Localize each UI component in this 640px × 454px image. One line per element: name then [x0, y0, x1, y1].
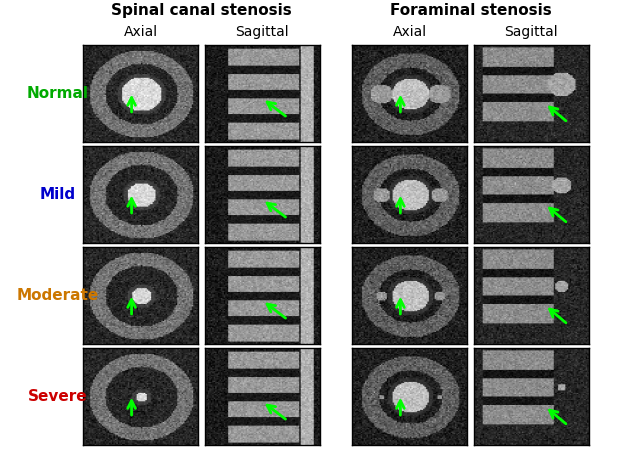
Text: Moderate: Moderate [17, 288, 99, 303]
Text: Axial: Axial [124, 25, 158, 39]
Text: Sagittal: Sagittal [504, 25, 558, 39]
Text: Spinal canal stenosis: Spinal canal stenosis [111, 3, 292, 18]
Text: Axial: Axial [392, 25, 427, 39]
Text: Mild: Mild [40, 187, 76, 202]
Text: Normal: Normal [27, 86, 88, 101]
Text: Severe: Severe [28, 389, 88, 404]
Text: Foraminal stenosis: Foraminal stenosis [390, 3, 551, 18]
Text: Sagittal: Sagittal [236, 25, 289, 39]
